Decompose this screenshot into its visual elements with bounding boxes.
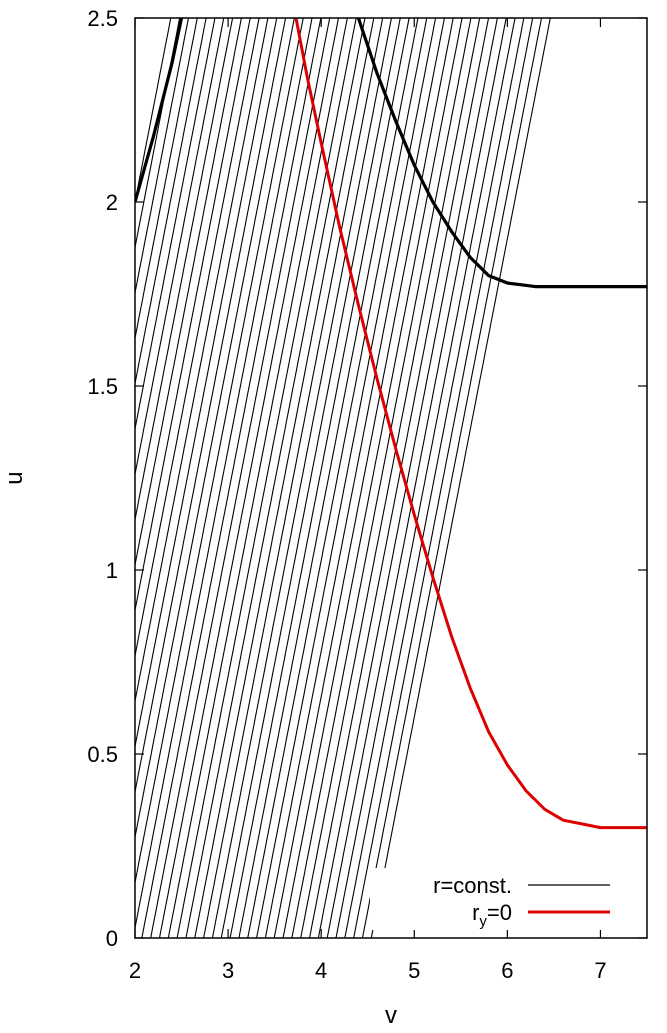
y-tick-label-4: 2 bbox=[106, 190, 118, 215]
contour-line-18 bbox=[150, 18, 331, 938]
contour-line-30 bbox=[256, 18, 437, 938]
contour-line-13 bbox=[135, 18, 287, 792]
special-curves bbox=[135, 18, 647, 830]
contour-line-7 bbox=[135, 18, 234, 520]
contour-line-35 bbox=[300, 18, 481, 938]
x-tick-label-2: 4 bbox=[315, 958, 327, 983]
x-tick-label-0: 2 bbox=[129, 958, 141, 983]
contour-line-39 bbox=[335, 18, 516, 938]
legend-label-ry0-tail: =0 bbox=[487, 900, 512, 925]
contour-line-14 bbox=[135, 18, 295, 838]
contour-line-27 bbox=[229, 18, 410, 938]
y-axis-ticks: 0 0.5 1 1.5 2 2.5 bbox=[87, 6, 647, 951]
legend-label-ry0-sub: y bbox=[479, 913, 487, 930]
series-line-boundary-right bbox=[356, 18, 647, 289]
contour-line-19 bbox=[158, 18, 340, 938]
contour-line-15 bbox=[135, 18, 304, 883]
contour-line-34 bbox=[291, 18, 472, 938]
contour-line-4 bbox=[135, 18, 207, 384]
y-tick-label-2: 1 bbox=[106, 558, 118, 583]
contour-line-25 bbox=[211, 18, 393, 938]
series-line-r_y=0 bbox=[294, 18, 647, 830]
contour-line-28 bbox=[238, 18, 419, 938]
contour-line-17 bbox=[141, 18, 322, 938]
y-axis-label: u bbox=[1, 471, 28, 484]
contour-line-40 bbox=[344, 18, 525, 938]
contour-line-12 bbox=[135, 18, 278, 747]
contour-line-11 bbox=[135, 18, 269, 702]
contour-line-10 bbox=[135, 18, 260, 656]
legend-label-ry0: ry=0 bbox=[472, 900, 512, 930]
contour-line-21 bbox=[176, 18, 357, 938]
contour-line-23 bbox=[194, 18, 375, 938]
contour-line-33 bbox=[282, 18, 463, 938]
contour-line-6 bbox=[135, 18, 225, 475]
contour-line-38 bbox=[326, 18, 507, 938]
legend-label-ry0-main: r bbox=[472, 900, 479, 925]
y-tick-label-5: 2.5 bbox=[87, 6, 118, 31]
legend-background bbox=[370, 868, 640, 930]
contour-line-32 bbox=[273, 18, 454, 938]
y-tick-label-3: 1.5 bbox=[87, 374, 118, 399]
contour-line-36 bbox=[308, 18, 490, 938]
y-tick-label-1: 0.5 bbox=[87, 742, 118, 767]
contour-line-24 bbox=[203, 18, 384, 938]
contour-lines bbox=[135, 18, 551, 938]
legend: r=const. ry=0 bbox=[370, 868, 640, 930]
contour-line-26 bbox=[220, 18, 401, 938]
contour-line-8 bbox=[135, 18, 242, 566]
legend-label-contour: r=const. bbox=[433, 873, 512, 898]
contour-line-29 bbox=[247, 18, 428, 938]
x-tick-label-1: 3 bbox=[222, 958, 234, 983]
x-tick-label-5: 7 bbox=[594, 958, 606, 983]
x-tick-label-4: 6 bbox=[501, 958, 513, 983]
contour-line-41 bbox=[353, 18, 534, 938]
x-axis-ticks: 2 3 4 5 6 7 bbox=[129, 18, 607, 983]
x-tick-label-3: 5 bbox=[408, 958, 420, 983]
contour-line-42 bbox=[361, 18, 543, 938]
contour-line-37 bbox=[317, 18, 498, 938]
x-axis-label: v bbox=[385, 1002, 397, 1029]
contour-line-43 bbox=[370, 18, 551, 938]
contour-line-31 bbox=[264, 18, 446, 938]
series-line-boundary-left bbox=[135, 18, 184, 203]
y-tick-label-0: 0 bbox=[106, 926, 118, 951]
contour-line-16 bbox=[135, 18, 313, 928]
plot-frame bbox=[134, 17, 648, 939]
contour-line-20 bbox=[167, 18, 348, 938]
contour-line-9 bbox=[135, 18, 251, 611]
contour-line-22 bbox=[185, 18, 366, 938]
